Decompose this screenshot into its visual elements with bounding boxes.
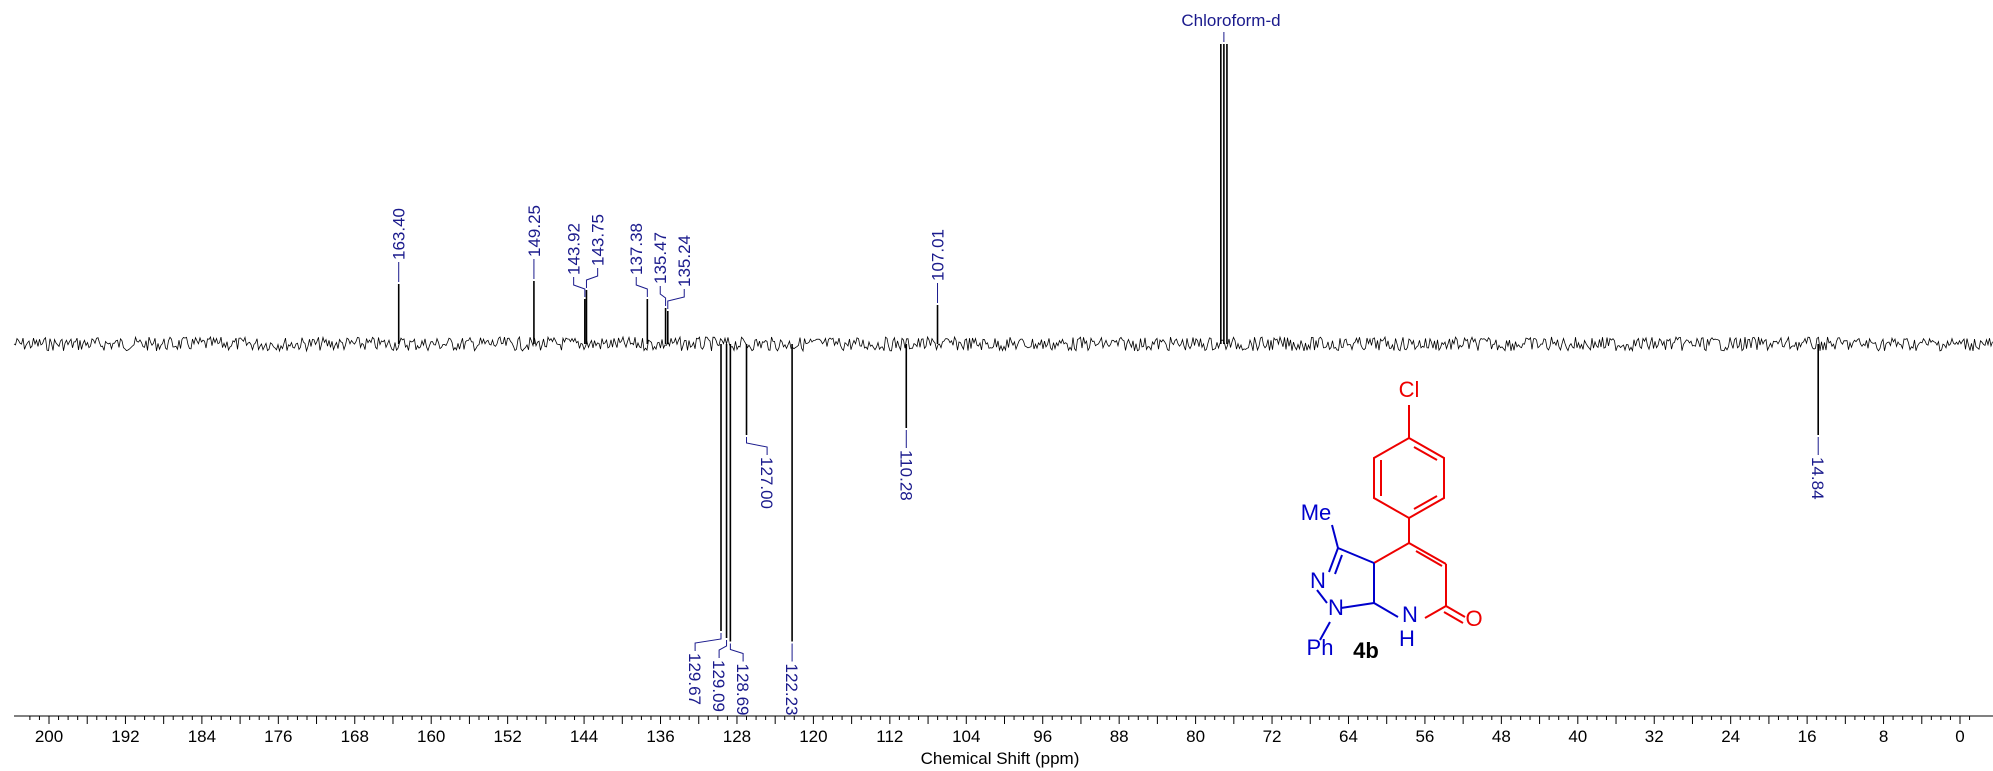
peak-leader [746, 437, 768, 455]
phenyl-label: Ph [1307, 635, 1334, 660]
peak-leader [667, 289, 685, 309]
carbonyl-o-label: O [1465, 606, 1482, 631]
peak-label: 14.84 [1808, 457, 1827, 500]
peak-label: 129.67 [685, 653, 704, 705]
x-tick-label: 40 [1568, 727, 1587, 746]
x-tick-label: 136 [646, 727, 674, 746]
peak-label: 110.28 [896, 450, 915, 501]
peak-leader [573, 277, 586, 297]
peak-label: 137.38 [627, 223, 646, 275]
x-tick-label: 176 [264, 727, 292, 746]
x-tick-label: 168 [341, 727, 369, 746]
x-tick-label: 112 [876, 727, 903, 746]
peak-label: 135.24 [675, 235, 694, 287]
pyrazole-n2-label: N [1310, 568, 1326, 593]
x-tick-label: 120 [799, 727, 827, 746]
x-tick-label: 184 [188, 727, 216, 746]
x-tick-label: 64 [1339, 727, 1358, 746]
solvent-label: Chloroform-d [1181, 11, 1280, 30]
compound-label: 4b [1353, 638, 1379, 663]
methyl-label: Me [1301, 500, 1332, 525]
peak-label: 127.00 [757, 457, 776, 509]
x-tick-label: 96 [1033, 727, 1052, 746]
chlorine-atom-label: Cl [1399, 377, 1420, 402]
peak-label: 143.92 [565, 223, 584, 275]
peak-lines [397, 44, 1820, 642]
peak-label: 135.47 [651, 232, 670, 284]
x-axis-title: Chemical Shift (ppm) [921, 749, 1080, 768]
peak-label: 149.25 [525, 205, 544, 257]
x-tick-label: 24 [1721, 727, 1740, 746]
x-tick-label: 0 [1955, 727, 1964, 746]
x-tick-label: 152 [493, 727, 521, 746]
peak-leader [635, 277, 648, 297]
x-tick-label: 128 [723, 727, 751, 746]
peak-label: 163.40 [390, 208, 409, 260]
x-tick-label: 160 [417, 727, 445, 746]
baseline-trace [13, 335, 1993, 353]
x-tick-label: 88 [1110, 727, 1129, 746]
molecule-structure: Cl Me N N N H O Ph 4b [1301, 377, 1483, 663]
peak-labels: 163.40 149.25 143.92 143.75 137.38 135.47 135.… [390, 32, 1827, 716]
pyrazole-n1-label: N [1328, 595, 1344, 620]
x-tick-label: 32 [1645, 727, 1664, 746]
peak-label: 107.01 [929, 229, 948, 281]
peak-leader [729, 643, 744, 662]
x-tick-label: 80 [1186, 727, 1205, 746]
x-tick-label: 72 [1263, 727, 1282, 746]
pyrazole-ring [1316, 524, 1399, 641]
amide-n-label: N [1402, 602, 1418, 627]
peak-leader [694, 633, 722, 651]
x-tick-label: 16 [1798, 727, 1817, 746]
peak-label: 128.69 [733, 664, 752, 716]
x-tick-label: 200 [35, 727, 63, 746]
x-tick-label: 56 [1415, 727, 1434, 746]
x-tick-label: 48 [1492, 727, 1511, 746]
peak-leader [585, 268, 599, 288]
x-tick-label: 144 [570, 727, 598, 746]
peak-leader [718, 640, 728, 658]
x-tick-label: 192 [111, 727, 139, 746]
peak-label: 143.75 [589, 214, 608, 266]
peak-label: 129.09 [709, 660, 728, 712]
pyridinone-ring [1373, 542, 1466, 624]
x-tick-label: 8 [1879, 727, 1888, 746]
peak-label: 122.23 [782, 664, 801, 716]
baseline-noise [13, 335, 1993, 353]
x-tick-label: 104 [952, 727, 980, 746]
amide-h-label: H [1399, 626, 1415, 651]
peak-leader [659, 286, 667, 306]
chlorophenyl-ring [1373, 405, 1445, 543]
x-axis: 200 192 184 176 168 160 152 144 136 128 120 112 104 9… [14, 715, 1993, 746]
